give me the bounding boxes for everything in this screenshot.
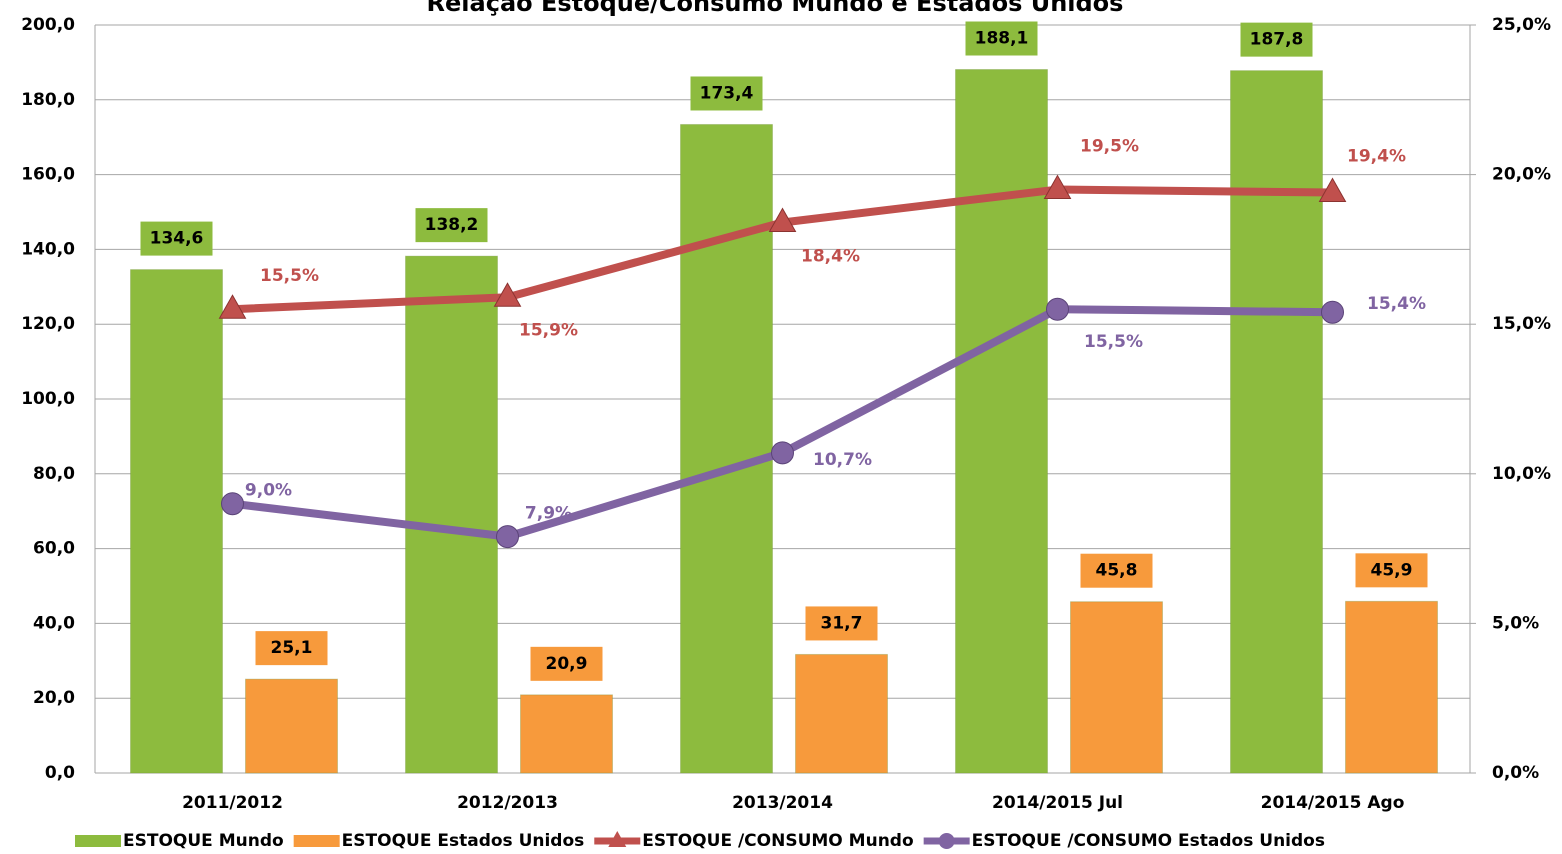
marker — [768, 207, 797, 232]
marker — [493, 282, 522, 307]
y2-tick-label: 25,0% — [1492, 15, 1551, 35]
marker — [1318, 177, 1347, 203]
bar — [245, 678, 338, 774]
y-tick-label: 80,0 — [33, 464, 75, 484]
data-label: 25,1 — [271, 638, 313, 658]
data-label: 187,8 — [1250, 30, 1304, 50]
y-tick-label: 0,0 — [45, 763, 75, 783]
data-label-box — [1355, 553, 1428, 588]
legend-label: ESTOQUE Estados Unidos — [342, 831, 585, 851]
legend-marker — [608, 831, 627, 847]
marker — [1321, 300, 1344, 324]
data-label-box — [1240, 22, 1313, 57]
legend-swatch — [293, 835, 340, 847]
x-tick-label: 2014/2015 Jul — [992, 793, 1123, 813]
marker — [771, 441, 794, 465]
data-label: 15,5% — [260, 266, 319, 286]
line — [232, 305, 1333, 541]
x-tick-label: 2012/2013 — [457, 793, 558, 813]
legend-label: ESTOQUE Mundo — [123, 831, 284, 851]
data-label: 45,9 — [1371, 560, 1413, 580]
bar — [520, 694, 613, 774]
y2-tick-label: 20,0% — [1492, 165, 1551, 185]
data-label: 10,7% — [813, 450, 872, 470]
data-label: 20,9 — [546, 654, 588, 674]
data-label: 15,4% — [1367, 294, 1426, 314]
bar — [130, 269, 223, 774]
data-label-box — [690, 76, 763, 111]
data-label: 7,9% — [525, 504, 572, 524]
data-label: 188,1 — [975, 29, 1029, 49]
data-label: 173,4 — [700, 83, 754, 103]
legend: ESTOQUE Mundo ESTOQUE Estados Unidos ESTOQ… — [75, 831, 1325, 851]
bar — [1070, 601, 1163, 774]
y-tick-label: 160,0 — [21, 165, 75, 185]
data-label: 134,6 — [150, 229, 204, 249]
x-tick-label: 2011/2012 — [182, 793, 283, 813]
x-tick-label: 2014/2015 Ago — [1261, 793, 1405, 813]
y2-tick-label: 5,0% — [1492, 613, 1539, 633]
y2-tick-label: 10,0% — [1492, 464, 1551, 484]
bar — [405, 255, 498, 774]
y-tick-label: 60,0 — [33, 539, 75, 559]
marker — [496, 525, 519, 549]
data-label-box — [805, 606, 878, 641]
data-label-box — [965, 21, 1038, 56]
y-tick-label: 120,0 — [21, 314, 75, 334]
data-label-box — [140, 221, 213, 256]
y-tick-label: 140,0 — [21, 239, 75, 259]
y2-tick-label: 15,0% — [1492, 314, 1551, 334]
legend-swatch — [75, 835, 121, 847]
data-label: 31,7 — [821, 613, 863, 633]
y-tick-label: 100,0 — [21, 389, 75, 409]
bar — [1230, 70, 1323, 774]
legend-label: ESTOQUE /CONSUMO Estados Unidos — [972, 831, 1325, 851]
data-label-box — [415, 208, 488, 243]
y2-tick-label: 0,0% — [1492, 763, 1539, 783]
y-tick-label: 20,0 — [33, 688, 75, 708]
data-label-box — [1080, 553, 1153, 588]
marker — [221, 492, 244, 516]
data-label: 138,2 — [425, 215, 479, 235]
data-label: 9,0% — [245, 481, 292, 501]
legend-label: ESTOQUE /CONSUMO Mundo — [642, 831, 913, 851]
bar — [680, 123, 773, 774]
bar — [795, 653, 888, 774]
data-label: 15,5% — [1084, 332, 1143, 352]
data-label: 19,5% — [1080, 137, 1139, 157]
legend-marker — [938, 833, 955, 849]
data-label: 19,4% — [1347, 147, 1406, 167]
y-tick-label: 40,0 — [33, 613, 75, 633]
x-tick-label: 2013/2014 — [732, 793, 833, 813]
data-label-box — [255, 631, 328, 666]
y-tick-label: 180,0 — [21, 90, 75, 110]
bar — [955, 69, 1048, 774]
data-label: 18,4% — [801, 246, 860, 266]
marker — [218, 294, 247, 319]
chart-title: Relação Estoque/Consumo Mundo e Estados … — [427, 0, 1124, 17]
y-tick-label: 200,0 — [21, 15, 75, 35]
marker — [1043, 174, 1072, 200]
data-label: 15,9% — [519, 320, 578, 340]
data-label: 45,8 — [1096, 561, 1138, 581]
data-label-box — [530, 646, 603, 681]
marker — [1046, 297, 1069, 321]
bar — [1345, 600, 1438, 774]
